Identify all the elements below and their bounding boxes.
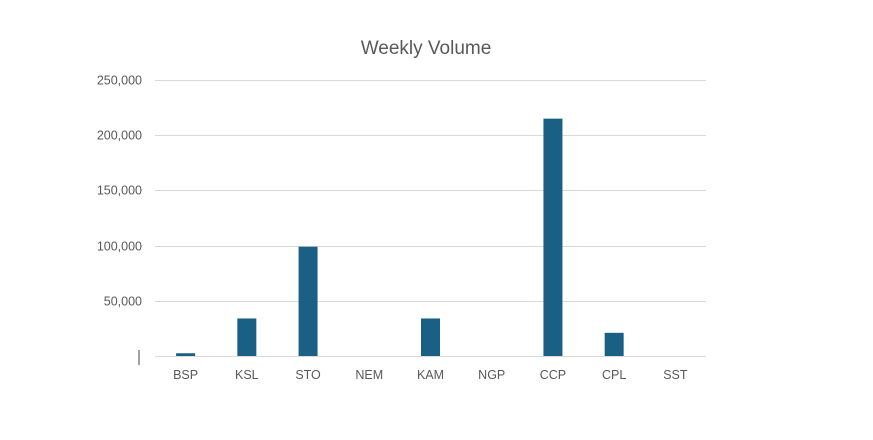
bar-kam <box>421 318 440 356</box>
bar-cpl <box>604 332 624 356</box>
x-axis-tick-labels: BSP KSL STO NEM KAM NGP CCP CPL SST <box>173 368 688 382</box>
y-tick-label: 250,000 <box>97 74 142 88</box>
x-tick-label: CCP <box>540 368 566 382</box>
x-tick-label: NEM <box>355 368 383 382</box>
y-tick-label: 50,000 <box>104 295 142 309</box>
bar-bsp <box>176 353 196 356</box>
bar-sto <box>298 246 318 356</box>
x-tick-label: CPL <box>602 368 626 382</box>
chart-title: Weekly Volume <box>361 38 492 59</box>
y-tick-label: 150,000 <box>97 184 142 198</box>
x-tick-label: NGP <box>478 368 505 382</box>
bar-ccp <box>543 118 563 356</box>
x-tick-label: SST <box>663 368 688 382</box>
y-tick-label: 200,000 <box>97 129 142 143</box>
bar-ksl <box>237 318 257 356</box>
x-tick-label: KSL <box>235 368 259 382</box>
x-tick-label: KAM <box>417 368 444 382</box>
gridlines <box>155 80 706 357</box>
y-axis-tick-labels: 50,000 100,000 150,000 200,000 250,000 <box>97 74 142 309</box>
bars <box>176 118 624 356</box>
y-tick-label: 100,000 <box>97 240 142 254</box>
x-tick-label: STO <box>295 368 321 382</box>
x-tick-label: BSP <box>173 368 198 382</box>
